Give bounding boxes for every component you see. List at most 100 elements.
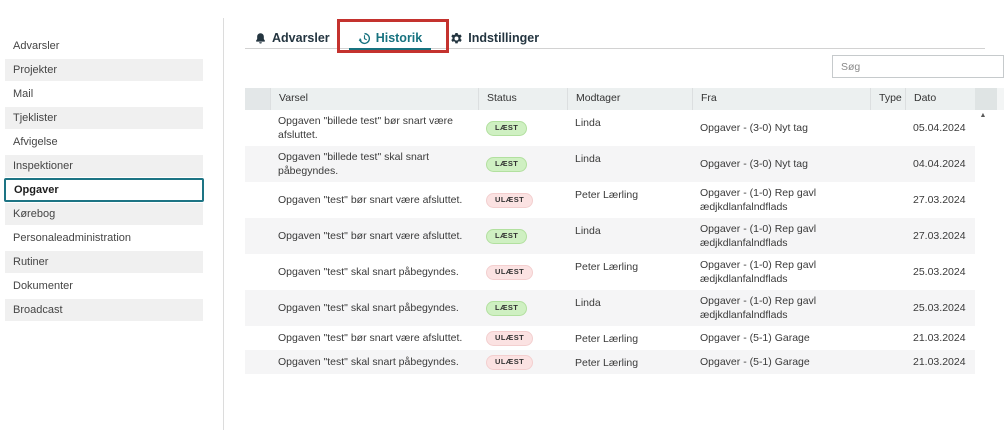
row-select-cell[interactable] <box>245 182 270 218</box>
dato-cell: 21.03.2024 <box>913 332 966 344</box>
status-cell: ULÆST <box>478 182 567 218</box>
sidebar-item-label: Personaleadministration <box>13 232 132 244</box>
column-header-dato[interactable]: Dato <box>905 88 975 110</box>
varsel-cell: Opgaven "test" skal snart påbegyndes. <box>278 302 459 314</box>
status-badge: LÆST <box>486 156 528 172</box>
status-cell: ULÆST <box>478 350 567 374</box>
sidebar-item-label: Tjeklister <box>13 112 58 124</box>
sidebar-item-afvigelse[interactable]: Afvigelse <box>5 130 203 154</box>
header-filler <box>997 88 1004 110</box>
sidebar: Advarsler Projekter Mail Tjeklister Afvi… <box>4 34 204 322</box>
column-header-type[interactable]: Type <box>870 88 905 110</box>
varsel-cell: Opgaven "test" bør snart være afsluttet. <box>278 194 463 206</box>
table-row[interactable]: Opgaven "test" bør snart være afsluttet.… <box>245 218 975 254</box>
varsel-cell: Opgaven "billede test" skal snart påbegy… <box>278 151 430 177</box>
fra-cell: Opgaver - (1-0) Rep gavl ædjkdlanfalndfl… <box>700 223 817 249</box>
status-cell: LÆST <box>478 110 567 146</box>
sidebar-item-inspektioner[interactable]: Inspektioner <box>5 154 203 178</box>
status-cell: ULÆST <box>478 254 567 290</box>
status-cell: LÆST <box>478 218 567 254</box>
gear-icon <box>450 32 463 45</box>
dato-cell: 21.03.2024 <box>913 356 966 368</box>
sidebar-item-personaleadministration[interactable]: Personaleadministration <box>5 226 203 250</box>
type-cell <box>870 326 905 350</box>
row-select-cell[interactable] <box>245 110 270 146</box>
sidebar-item-label: Inspektioner <box>13 160 73 172</box>
search-input[interactable] <box>832 55 1004 78</box>
sidebar-item-label: Projekter <box>13 64 58 76</box>
type-cell <box>870 290 905 326</box>
varsel-cell: Opgaven "test" skal snart påbegyndes. <box>278 266 459 278</box>
sidebar-item-label: Dokumenter <box>13 280 73 292</box>
column-header-select[interactable] <box>245 88 270 110</box>
status-badge: LÆST <box>486 228 528 244</box>
status-badge: ULÆST <box>486 354 534 370</box>
sidebar-item-label: Mail <box>13 88 34 100</box>
sidebar-item-advarsler[interactable]: Advarsler <box>5 34 203 58</box>
table-row[interactable]: Opgaven "billede test" skal snart påbegy… <box>245 146 975 182</box>
row-select-cell[interactable] <box>245 218 270 254</box>
sidebar-item-dokumenter[interactable]: Dokumenter <box>5 274 203 298</box>
column-header-modtager[interactable]: Modtager <box>567 88 692 110</box>
fra-cell: Opgaver - (3-0) Nyt tag <box>700 122 808 134</box>
sidebar-item-projekter[interactable]: Projekter <box>5 58 203 82</box>
row-select-cell[interactable] <box>245 254 270 290</box>
fra-cell: Opgaver - (3-0) Nyt tag <box>700 158 808 170</box>
dato-cell: 05.04.2024 <box>913 122 966 134</box>
scroll-up-arrow[interactable]: ▲ <box>979 112 987 119</box>
sidebar-item-label: Afvigelse <box>13 136 58 148</box>
table-row[interactable]: Opgaven "test" bør snart være afsluttet.… <box>245 326 975 350</box>
dato-cell: 04.04.2024 <box>913 158 966 170</box>
tab-label: Indstillinger <box>468 31 540 45</box>
type-cell <box>870 182 905 218</box>
row-select-cell[interactable] <box>245 290 270 326</box>
column-header-varsel[interactable]: Varsel <box>270 88 478 110</box>
modtager-cell: Peter Lærling <box>575 189 639 201</box>
status-badge: ULÆST <box>486 264 534 280</box>
status-cell: ULÆST <box>478 326 567 350</box>
modtager-cell: Linda <box>575 153 601 165</box>
table-row[interactable]: Opgaven "test" skal snart påbegyndes. UL… <box>245 254 975 290</box>
column-header-status[interactable]: Status <box>478 88 567 110</box>
table-row[interactable]: Opgaven "billede test" bør snart være af… <box>245 110 975 146</box>
column-header-fra[interactable]: Fra <box>692 88 870 110</box>
tab-indstillinger[interactable]: Indstillinger <box>441 27 548 49</box>
fra-cell: Opgaver - (5-1) Garage <box>700 332 810 344</box>
modtager-cell: Linda <box>575 225 601 237</box>
modtager-cell: Peter Lærling <box>575 333 639 345</box>
sidebar-item-kørebog[interactable]: Kørebog <box>5 202 203 226</box>
modtager-cell: Linda <box>575 297 601 309</box>
table-row[interactable]: Opgaven "test" skal snart påbegyndes. LÆ… <box>245 290 975 326</box>
fra-cell: Opgaver - (5-1) Garage <box>700 356 810 368</box>
status-badge: ULÆST <box>486 192 534 208</box>
dato-cell: 27.03.2024 <box>913 230 966 242</box>
type-cell <box>870 350 905 374</box>
sidebar-item-opgaver[interactable]: Opgaver <box>4 178 204 202</box>
sidebar-item-label: Opgaver <box>14 184 59 196</box>
table-row[interactable]: Opgaven "test" bør snart være afsluttet.… <box>245 182 975 218</box>
type-cell <box>870 254 905 290</box>
row-select-cell[interactable] <box>245 350 270 374</box>
tab-bar: Advarsler Historik Indstillinger <box>245 27 985 51</box>
tab-label: Advarsler <box>272 31 330 45</box>
scrollbar-top-cap <box>975 88 997 110</box>
tab-historik[interactable]: Historik <box>348 27 432 51</box>
sidebar-item-label: Broadcast <box>13 304 63 316</box>
row-select-cell[interactable] <box>245 146 270 182</box>
modtager-cell: Peter Lærling <box>575 261 639 273</box>
sidebar-item-label: Advarsler <box>13 40 60 52</box>
sidebar-item-mail[interactable]: Mail <box>5 82 203 106</box>
fra-cell: Opgaver - (1-0) Rep gavl ædjkdlanfalndfl… <box>700 187 817 213</box>
row-select-cell[interactable] <box>245 326 270 350</box>
status-cell: LÆST <box>478 146 567 182</box>
sidebar-item-rutiner[interactable]: Rutiner <box>5 250 203 274</box>
tab-label: Historik <box>375 31 423 45</box>
sidebar-item-tjeklister[interactable]: Tjeklister <box>5 106 203 130</box>
tab-advarsler[interactable]: Advarsler <box>245 27 339 49</box>
type-cell <box>870 146 905 182</box>
table-row[interactable]: Opgaven "test" skal snart påbegyndes. UL… <box>245 350 975 374</box>
sidebar-item-broadcast[interactable]: Broadcast <box>5 298 203 322</box>
varsel-cell: Opgaven "billede test" bør snart være af… <box>278 115 453 141</box>
sidebar-divider <box>223 18 224 430</box>
